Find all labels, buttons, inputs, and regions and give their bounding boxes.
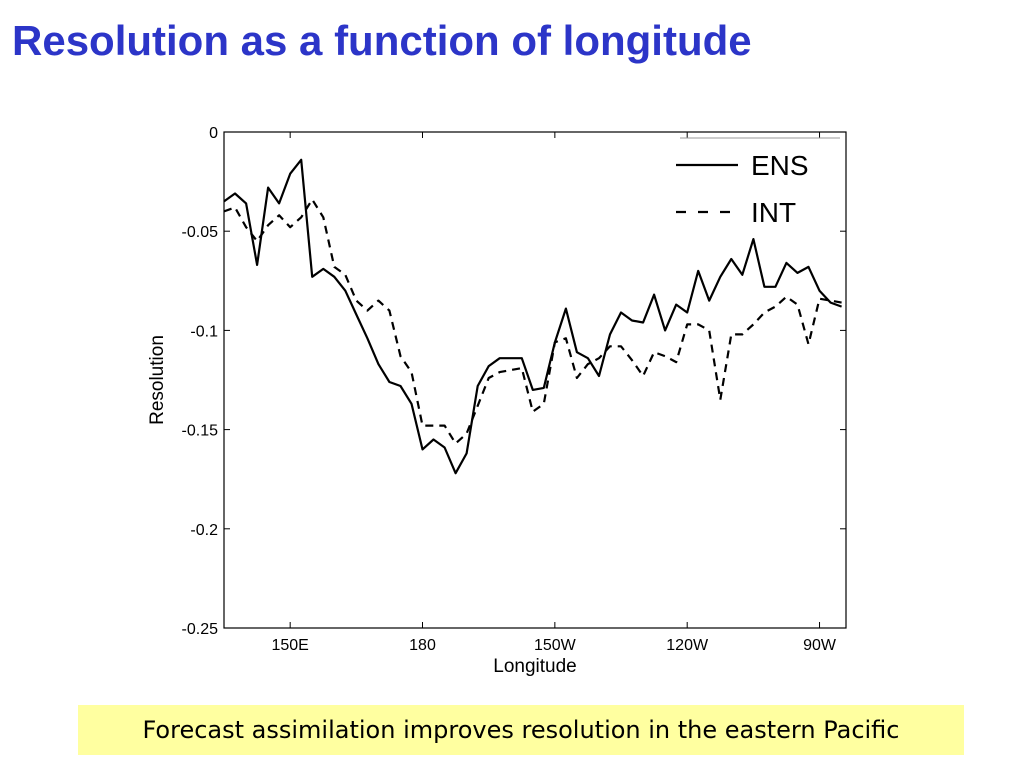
slide-title: Resolution as a function of longitude [12,17,752,64]
legend-label-ens: ENS [751,150,809,181]
y-tick-label: -0.15 [182,423,219,440]
series-line-int [223,198,842,445]
y-axis-ticks: 0 -0.05 -0.1 -0.15 -0.2 -0.25 [182,125,846,638]
x-axis-ticks: 150E 180 150W 120W 90W [271,132,837,654]
y-tick-label: 0 [209,125,218,142]
y-tick-label: -0.05 [182,224,219,241]
caption-text: Forecast assimilation improves resolutio… [142,716,900,744]
series-line-ens [223,158,842,475]
x-tick-label: 150E [271,637,308,654]
plot-border [223,131,847,629]
caption-box: Forecast assimilation improves resolutio… [78,705,964,755]
y-tick-label: -0.2 [190,522,218,539]
x-tick-label: 120W [666,637,709,654]
y-tick-label: -0.25 [182,621,219,638]
x-tick-label: 90W [803,637,837,654]
line-chart: 0 -0.05 -0.1 -0.15 -0.2 -0.25 150E 180 150W 120W… [147,125,847,677]
y-axis-label: Resolution [147,335,168,425]
y-tick-label: -0.1 [190,323,218,340]
legend-label-int: INT [751,197,796,228]
chart-legend: ENS INT [672,137,842,228]
series-layer [223,158,842,475]
x-tick-label: 180 [409,637,436,654]
x-axis-label: Longitude [493,656,576,677]
x-tick-label: 150W [534,637,577,654]
plot-frame [223,131,847,629]
